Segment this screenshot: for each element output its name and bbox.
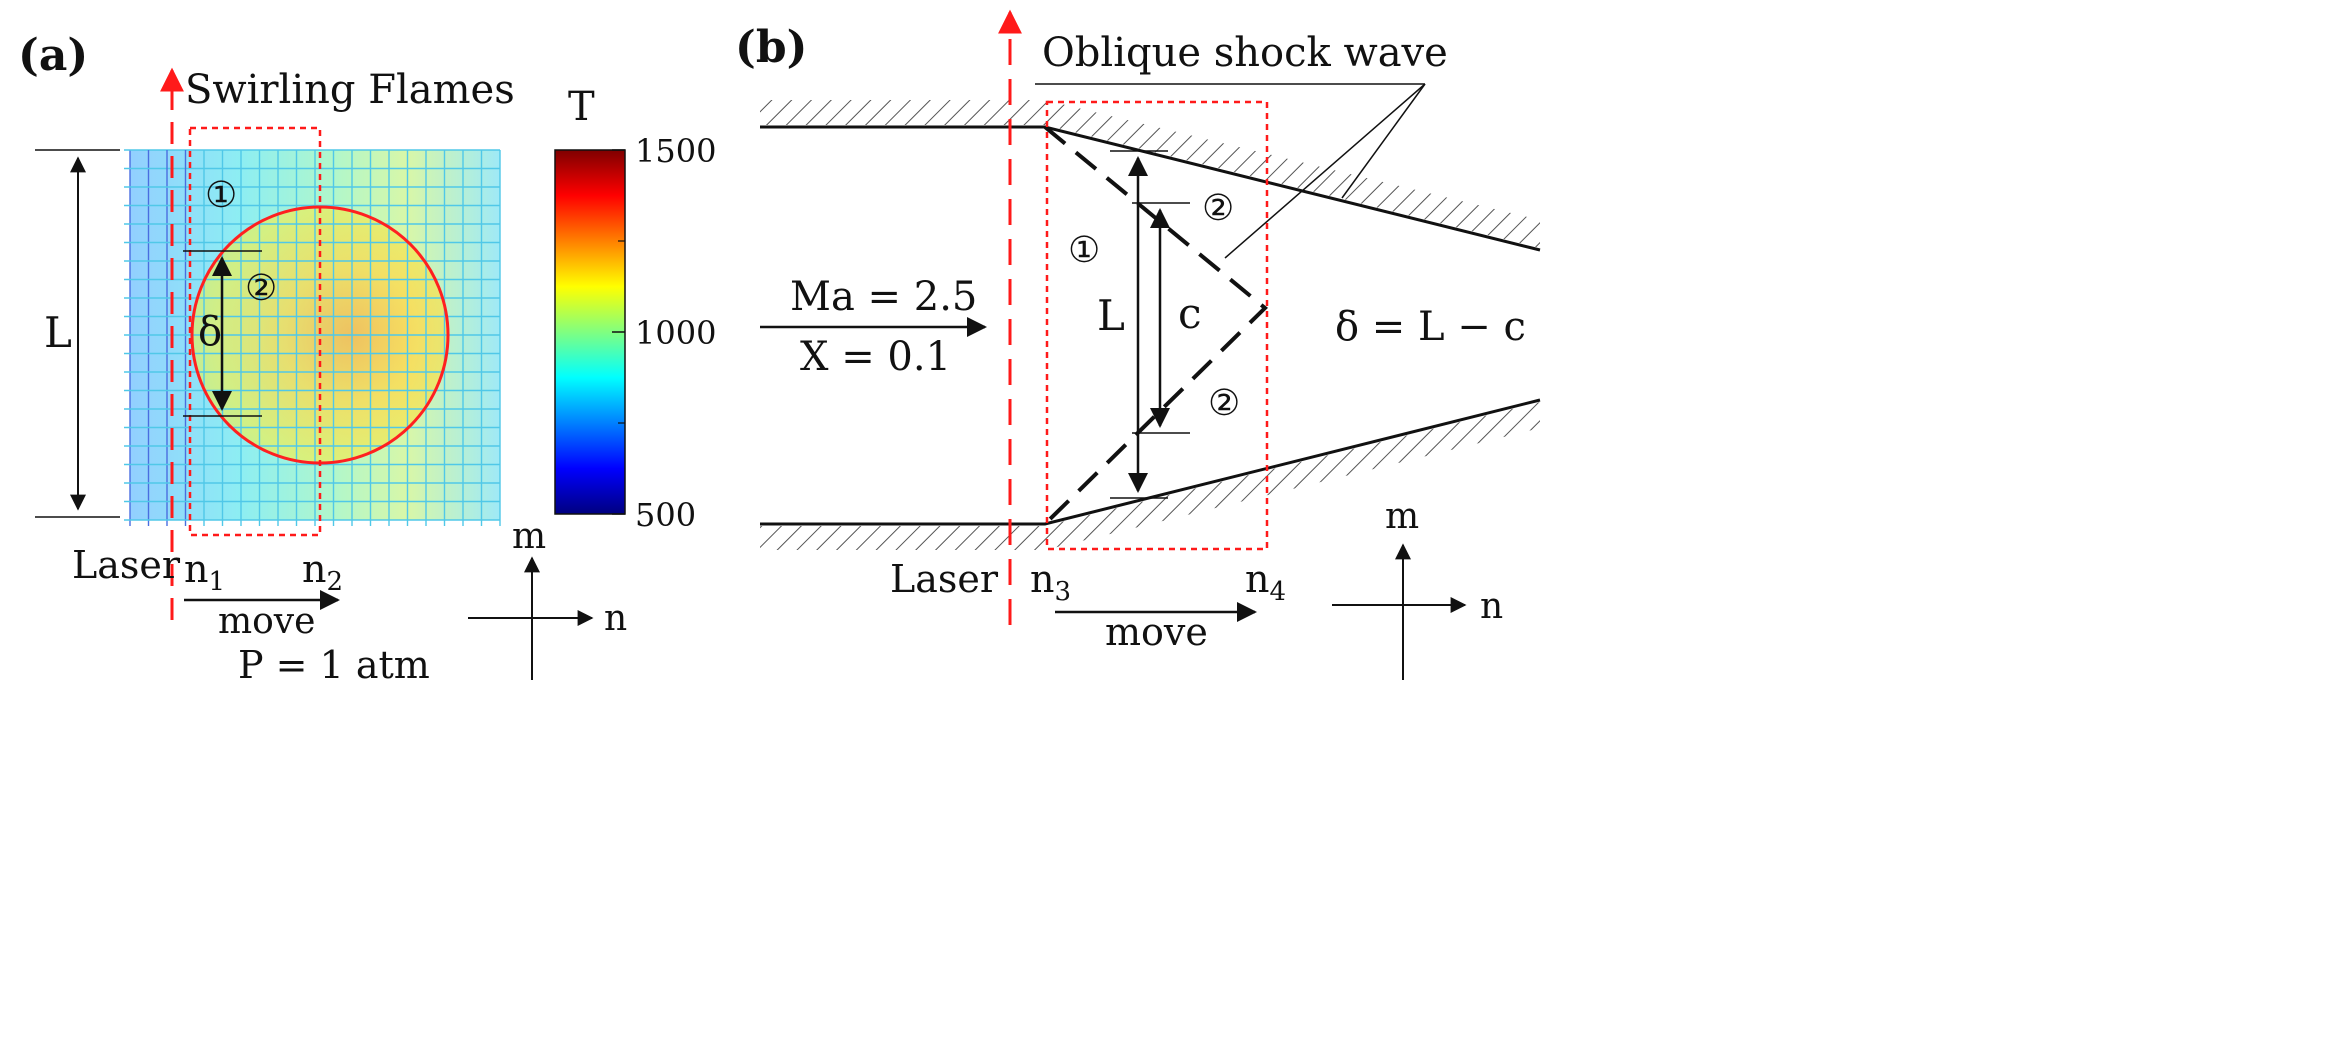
axis-n-label-a: n [604,598,627,639]
measurement-window-b [1045,100,1269,551]
x-label: X = 0.1 [800,334,951,380]
axis-n-label-b: n [1480,586,1503,627]
colorbar-tick-1500: 1500 [635,132,716,170]
pressure-label: P = 1 atm [238,643,430,687]
axis-m-label-a: m [512,516,546,557]
l-label-a: L [44,308,72,357]
colorbar-minor-ticks [618,240,625,424]
oblique-shock-title: Oblique shock wave [1042,30,1448,76]
measurement-window-a [188,126,322,537]
panel-b-label: (b) [735,22,807,73]
colorbar-title: T [568,84,595,130]
region-2-label-b-bottom: ② [1208,383,1240,424]
l-label-b: L [1097,291,1125,340]
region-2-label-b-top: ② [1202,188,1234,229]
panel-b: (b) Oblique shock wave L c ① ② ② Ma = [735,9,1541,680]
panel-a: (a) Swirling Flames L δ ① ② T [18,30,716,687]
bottom-wall [760,398,1541,526]
region-1-label-b: ① [1068,230,1100,271]
colorbar-tick-500: 500 [635,496,696,534]
delta-formula: δ = L − c [1335,304,1526,350]
c-label: c [1178,289,1202,338]
axis-m-label-b: m [1385,496,1419,537]
oblique-shock-lines [1043,125,1268,526]
move-label-b: move [1105,610,1208,654]
delta-label-a: δ [198,309,222,355]
move-label-a: move [218,601,315,642]
leader-line-lower [1224,83,1426,259]
bottom-wall-hatch [760,402,1540,550]
mesh-lines [124,149,501,526]
n4-label: n4 [1245,557,1286,607]
swirling-flames-title: Swirling Flames [185,67,515,113]
colorbar-tick-1000: 1000 [635,314,716,352]
temperature-mesh [124,149,501,526]
n2-label: n2 [302,547,343,597]
laser-label-b: Laser [890,557,999,601]
n3-label: n3 [1030,557,1071,607]
laser-label-a: Laser [72,543,181,587]
colorbar-major-ticks [612,149,625,515]
n1-label: n1 [184,547,225,597]
region-2-label-a: ② [245,268,277,309]
mach-label: Ma = 2.5 [790,274,977,320]
panel-a-label: (a) [18,30,88,81]
leader-line-upper [1341,83,1426,199]
region-1-label-a: ① [205,175,237,216]
top-wall-hatch [760,100,1540,248]
